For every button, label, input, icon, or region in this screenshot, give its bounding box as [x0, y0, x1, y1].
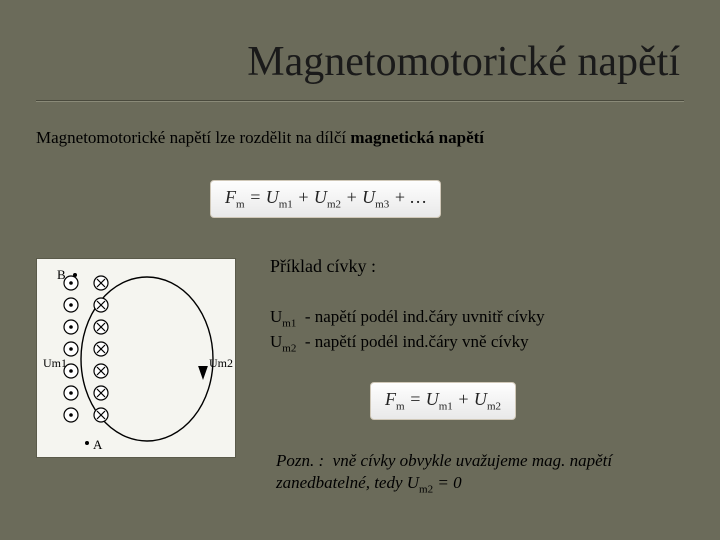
- intro-text: Magnetomotorické napětí lze rozdělit na …: [36, 128, 484, 148]
- note: Pozn. : vně cívky obvykle uvažujeme mag.…: [276, 450, 670, 497]
- intro-bold: magnetická napětí: [350, 128, 484, 147]
- formula-reduced: Fm = Um1 + Um2: [370, 382, 516, 420]
- example-label: Příklad cívky :: [270, 256, 376, 277]
- slide: Magnetomotorické napětí Magnetomotorické…: [0, 0, 720, 540]
- intro-prefix: Magnetomotorické napětí lze rozdělit na …: [36, 128, 350, 147]
- definitions: Um1 - napětí podél ind.čáry uvnitř cívky…: [270, 306, 545, 356]
- svg-text:Um1: Um1: [43, 356, 67, 370]
- svg-text:A: A: [93, 437, 103, 452]
- coil-svg: B A Um1 Um2: [37, 259, 237, 459]
- svg-text:Um2: Um2: [209, 356, 233, 370]
- title-underline: [36, 100, 684, 102]
- def-um1: Um1 - napětí podél ind.čáry uvnitř cívky: [270, 306, 545, 331]
- coil-diagram: B A Um1 Um2: [36, 258, 236, 458]
- svg-text:B: B: [57, 267, 66, 282]
- formula-main: Fm = Um1 + Um2 + Um3 + …: [210, 180, 441, 218]
- def-um2: Um2 - napětí podél ind.čáry vně cívky: [270, 331, 545, 356]
- page-title: Magnetomotorické napětí: [247, 38, 680, 86]
